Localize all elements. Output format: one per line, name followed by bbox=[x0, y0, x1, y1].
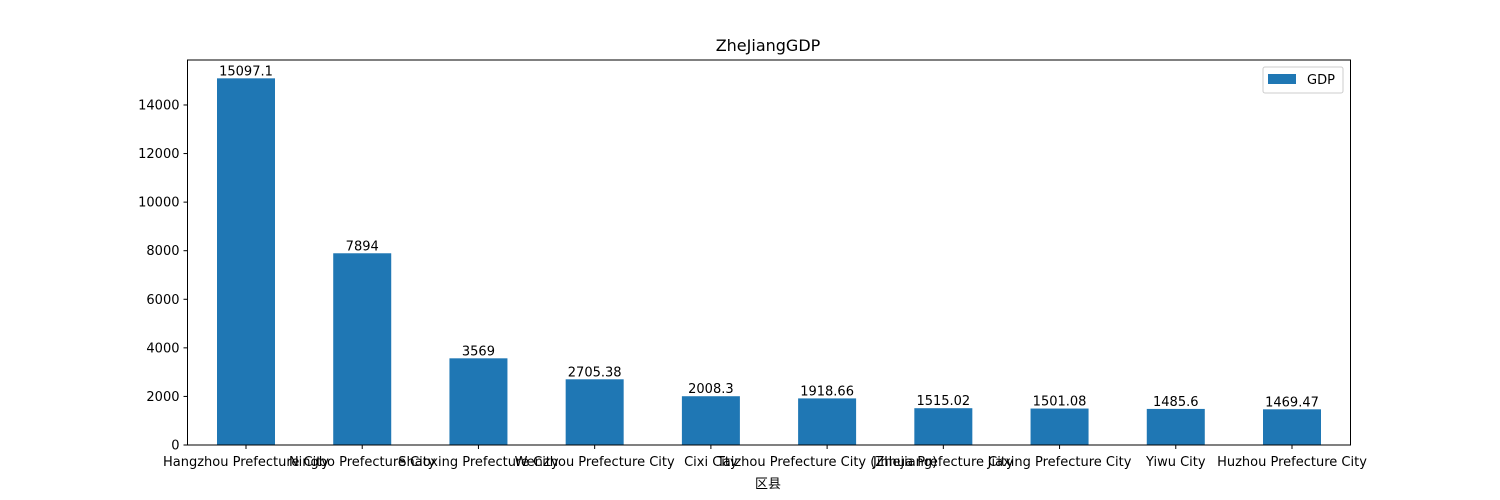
x-tick-label: Ningbo Prefecture City bbox=[289, 455, 436, 470]
data-label: 2008.3 bbox=[688, 382, 734, 397]
data-label: 7894 bbox=[346, 239, 379, 254]
chart-title: ZheJiangGDP bbox=[716, 36, 821, 55]
y-tick-label: 12000 bbox=[138, 147, 179, 162]
y-tick-label: 10000 bbox=[138, 196, 179, 211]
data-label: 15097.1 bbox=[219, 64, 273, 79]
data-label: 1501.08 bbox=[1033, 395, 1087, 410]
bar bbox=[333, 253, 392, 445]
y-tick-label: 0 bbox=[171, 439, 179, 454]
x-tick-label: Jiaxing Prefecture City bbox=[987, 455, 1132, 470]
bar bbox=[1263, 409, 1321, 445]
legend-frame bbox=[1262, 66, 1344, 94]
x-tick-label: Wenzhou Prefecture City bbox=[515, 455, 675, 470]
x-tick-label: Shaoxing Prefecture City bbox=[398, 455, 559, 470]
data-label: 1485.6 bbox=[1153, 395, 1199, 410]
data-label: 1469.47 bbox=[1265, 395, 1319, 410]
bar bbox=[914, 408, 973, 445]
legend-label: GDP bbox=[1307, 73, 1335, 88]
x-tick-label: Hangzhou Prefecture City bbox=[163, 455, 329, 470]
plot-frame bbox=[187, 59, 1351, 446]
bar bbox=[217, 78, 275, 445]
x-tick-label: Cixi City bbox=[684, 455, 738, 470]
bar bbox=[565, 379, 624, 445]
x-tick-label: Taizhou Prefecture City (Zhejiang) bbox=[716, 455, 937, 470]
bar bbox=[1030, 408, 1089, 445]
x-tick-label: Yiwu City bbox=[1145, 455, 1206, 470]
data-label: 1515.02 bbox=[916, 394, 970, 409]
y-tick-label: 4000 bbox=[146, 341, 179, 356]
data-label: 1918.66 bbox=[800, 384, 854, 399]
y-axis: 0 2000 4000 6000 8000 10000 12000 14000 bbox=[138, 98, 188, 454]
x-axis-label: 区县 bbox=[755, 477, 781, 492]
bar bbox=[681, 396, 740, 445]
x-tick-label: Huzhou Prefecture City bbox=[1217, 455, 1367, 470]
y-tick-label: 6000 bbox=[146, 293, 179, 308]
bar bbox=[1146, 408, 1205, 445]
legend: GDP bbox=[1262, 66, 1344, 94]
legend-swatch bbox=[1268, 74, 1296, 84]
y-tick-label: 14000 bbox=[138, 98, 179, 113]
x-tick-label: Jinhua Prefecture City bbox=[872, 455, 1014, 470]
y-tick-label: 2000 bbox=[146, 390, 179, 405]
bar bbox=[798, 398, 857, 445]
bar bbox=[449, 358, 508, 445]
bars: 15097.1 7894 3569 2705.38 2008.3 1918.66 1515.… bbox=[217, 64, 1321, 445]
y-tick-label: 8000 bbox=[146, 244, 179, 259]
data-label: 2705.38 bbox=[568, 365, 622, 380]
data-label: 3569 bbox=[462, 344, 495, 359]
